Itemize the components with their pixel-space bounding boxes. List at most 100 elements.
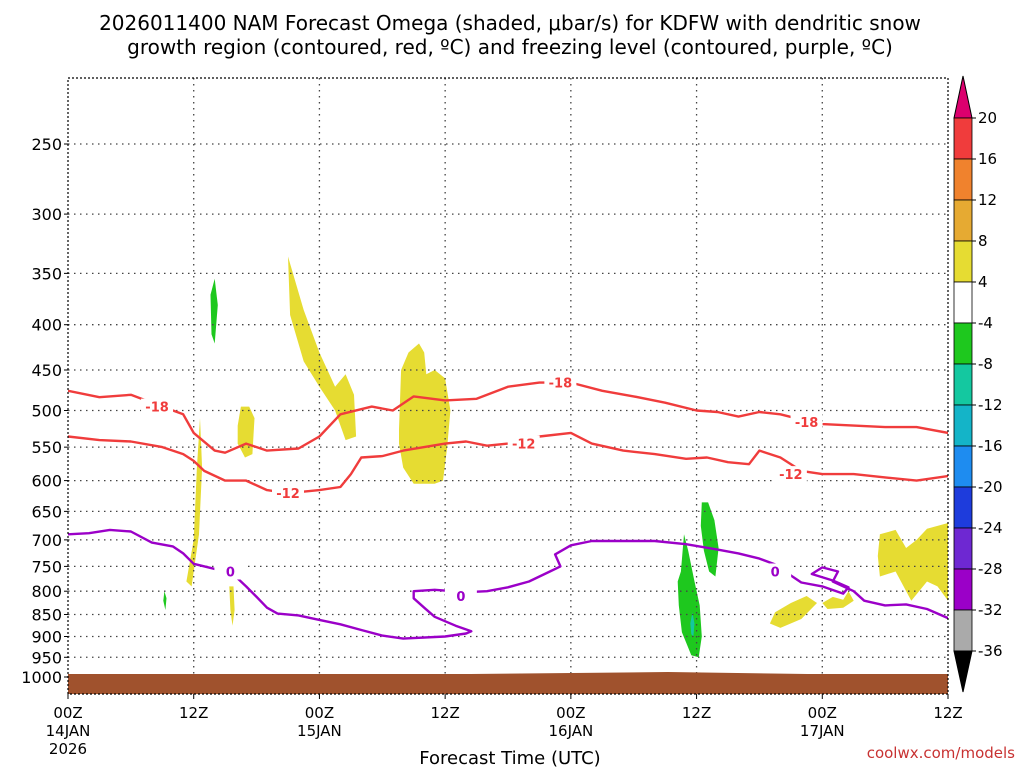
colorbar-tick-label-14: -36 (978, 642, 1003, 660)
y-tick-label-350: 350 (31, 264, 62, 283)
y-tick-label-300: 300 (31, 205, 62, 224)
colorbar-tick-label-8: -12 (978, 396, 1003, 414)
colorbar-segment-8 (953, 404, 973, 447)
colorbar-tick-label-5: 4 (978, 273, 988, 291)
colorbar-segment-3 (953, 199, 973, 242)
omega-region-10 (163, 591, 167, 610)
x-tick-time-7: 12Z (933, 704, 962, 722)
y-tick-label-1000: 1000 (21, 668, 62, 687)
colorbar-tick-label-7: -8 (978, 355, 993, 373)
colorbar-tick-label-2: 16 (978, 150, 997, 168)
colorbar-tick-label-11: -24 (978, 519, 1003, 537)
contour-label-bg-2-3 (774, 466, 807, 483)
y-tick-label-900: 900 (31, 627, 62, 646)
contour-label-3-3: 0 (771, 565, 780, 580)
x-tick-time-6: 00Z (808, 704, 837, 722)
y-tick-label-750: 750 (31, 557, 62, 576)
y-tick-label-650: 650 (31, 502, 62, 521)
contour-label-bg-3-1 (214, 563, 247, 580)
colorbar-bottom-arrow (953, 650, 973, 693)
omega-region-4 (288, 256, 357, 441)
omega-colorbar: 20 16 12 8 4 -4 -8 -12 -16 -20 -24 -28 -32 -36 (953, 75, 1003, 693)
contour-2 (68, 431, 948, 495)
y-tick-label-450: 450 (31, 361, 62, 380)
colorbar-segment-7 (953, 363, 973, 406)
omega-region-6 (769, 596, 817, 628)
x-tick-time-2: 00Z (305, 704, 334, 722)
contour-label-bg-2-2 (507, 435, 540, 452)
x-tick-year-0: 2026 (49, 740, 87, 758)
contour-label-3-1: 0 (226, 565, 235, 580)
colorbar-segment-4 (953, 240, 973, 283)
colorbar-segment-6 (953, 322, 973, 365)
y-tick-label-600: 600 (31, 472, 62, 491)
omega-region-3 (237, 406, 255, 458)
contour-label-2-3: -12 (779, 468, 803, 483)
contour-label-1-1: -18 (145, 401, 169, 416)
colorbar-tick-label-10: -20 (978, 478, 1003, 496)
colorbar-tick-label-3: 12 (978, 191, 997, 209)
y-tick-label-550: 550 (31, 438, 62, 457)
contour-label-bg-1-2 (544, 374, 577, 391)
contour-label-1-2: -18 (549, 377, 573, 392)
colorbar-tick-label-4: 8 (978, 232, 988, 250)
colorbar-tick-label-1: 20 (978, 109, 997, 127)
colorbar-segment-12 (953, 568, 973, 611)
omega-region-9 (210, 278, 218, 344)
contour-1 (68, 381, 948, 454)
x-axis-label: Forecast Time (UTC) (419, 748, 600, 768)
colorbar-segment-10 (953, 486, 973, 529)
axes: 250 300 350 400 450 500 550 600 650 700 750 800 850 9… (21, 77, 963, 758)
omega-region-1 (186, 418, 203, 587)
contour-label-2-2: -12 (512, 438, 536, 453)
omega-region-13 (690, 612, 695, 637)
colorbar-tick-label-13: -32 (978, 601, 1003, 619)
x-tick-time-1: 12Z (179, 704, 208, 722)
x-tick-time-5: 12Z (682, 704, 711, 722)
contour-label-bg-1-3 (790, 413, 823, 430)
colorbar-segment-11 (953, 527, 973, 570)
y-tick-label-800: 800 (31, 582, 62, 601)
contour-label-1-3: -18 (795, 416, 819, 431)
contour-label-bg-2-1 (272, 485, 304, 502)
contour-label-bg-1-1 (141, 398, 174, 415)
plot-frame (67, 77, 949, 695)
ground-top (68, 672, 948, 680)
contour-label-3-2: 0 (456, 590, 465, 605)
y-tick-label-250: 250 (31, 135, 62, 154)
colorbar-segment-9 (953, 445, 973, 488)
x-tick-date-2: 15JAN (297, 722, 342, 740)
colorbar-segment-13 (953, 609, 973, 652)
y-tick-label-400: 400 (31, 316, 62, 335)
omega-region-2 (229, 586, 235, 626)
colorbar-tick-label-9: -16 (978, 437, 1003, 455)
omega-region-5 (399, 343, 451, 484)
colorbar-segment-2 (953, 158, 973, 201)
colorbar-top-arrow (953, 75, 973, 119)
x-tick-time-4: 00Z (556, 704, 585, 722)
colorbar-segment-5 (953, 281, 973, 324)
contour-label-2-1: -12 (276, 487, 300, 502)
colorbar-tick-label-12: -28 (978, 560, 1003, 578)
omega-region-8 (877, 523, 948, 601)
x-tick-date-0: 14JAN (46, 722, 91, 740)
colorbar-tick-label-6: -4 (978, 314, 993, 332)
x-tick-date-4: 16JAN (548, 722, 593, 740)
contour-label-bg-3-2 (444, 587, 477, 604)
contour-3 (68, 528, 948, 640)
x-tick-time-0: 00Z (53, 704, 82, 722)
y-tick-label-700: 700 (31, 531, 62, 550)
chart-title-line-1: 2026011400 NAM Forecast Omega (shaded, μ… (99, 11, 921, 35)
x-tick-time-3: 12Z (430, 704, 459, 722)
omega-region-12 (700, 502, 719, 577)
terrain-band (68, 672, 948, 694)
omega-region-7 (822, 591, 854, 609)
x-tick-date-6: 17JAN (800, 722, 845, 740)
colorbar-segment-1 (953, 117, 973, 160)
credit-text[interactable]: coolwx.com/models (867, 744, 1015, 762)
omega-region-11 (677, 534, 702, 658)
chart-title-line-2: growth region (contoured, red, ºC) and f… (127, 35, 893, 59)
temperature-contours: -18 -18 -18 -12 -12 -12 0 0 0 (68, 374, 948, 640)
y-tick-label-850: 850 (31, 606, 62, 625)
